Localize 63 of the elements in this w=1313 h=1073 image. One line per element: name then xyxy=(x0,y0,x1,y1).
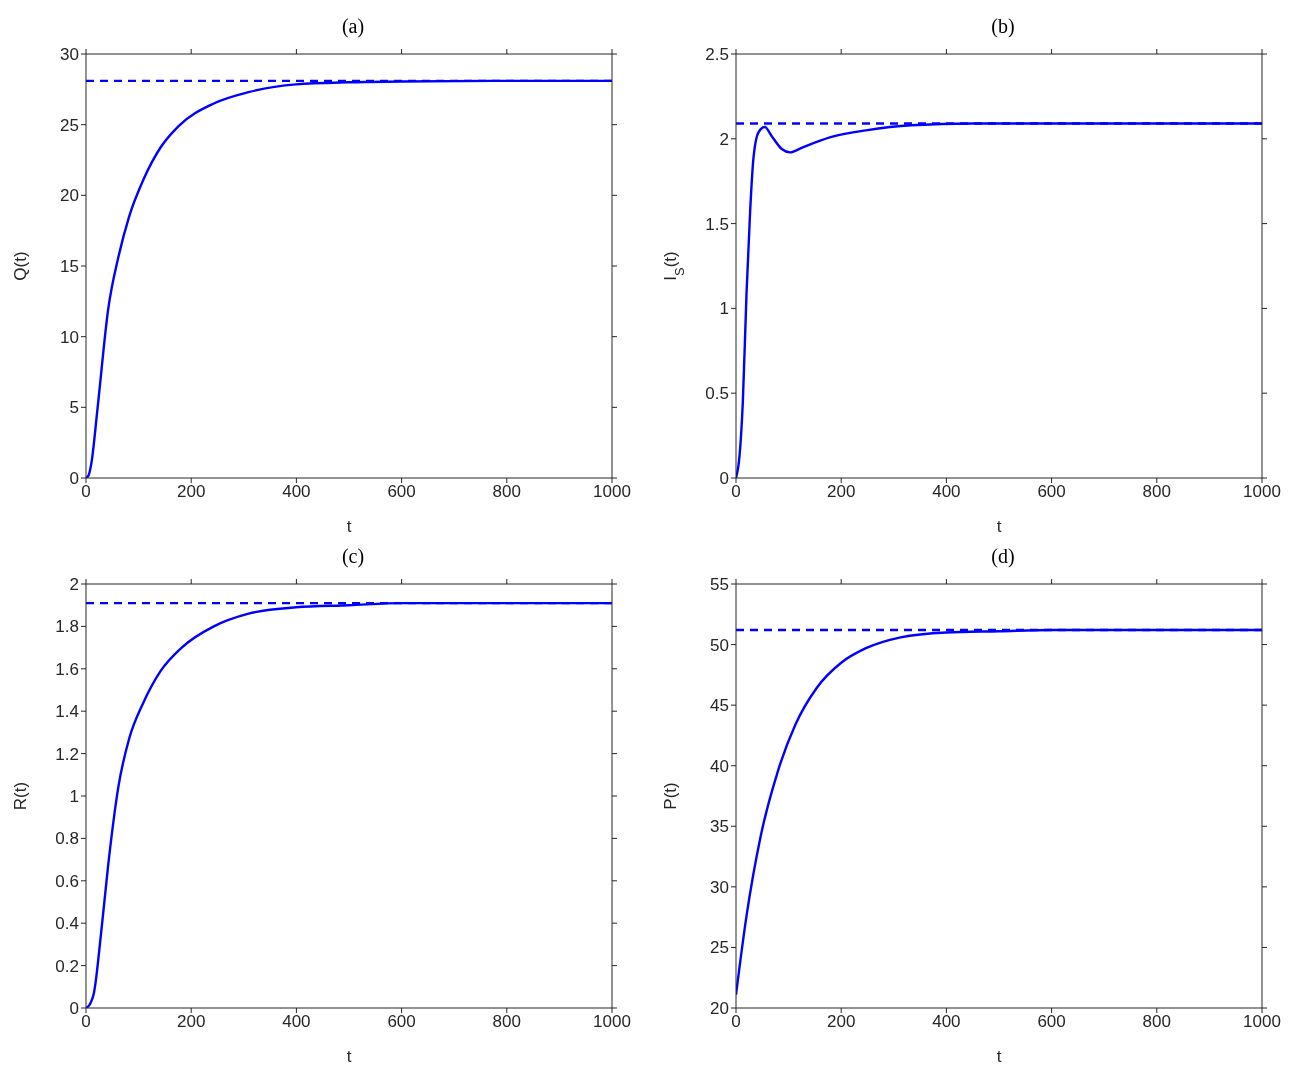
x-tick-label: 800 xyxy=(492,482,521,502)
x-tick-label: 200 xyxy=(827,1012,856,1032)
x-tick-label: 800 xyxy=(1142,1012,1171,1032)
x-tick-label: 400 xyxy=(282,1012,311,1032)
y-tick-label: 25 xyxy=(710,938,729,958)
y-tick-label: 0.5 xyxy=(705,384,729,404)
y-tick-label: 20 xyxy=(710,999,729,1019)
y-tick-label: 15 xyxy=(60,257,79,277)
chart-title: (c) xyxy=(340,544,366,570)
x-axis-title: t xyxy=(996,1047,1002,1066)
x-tick-label: 400 xyxy=(932,1012,961,1032)
x-tick-label: 1000 xyxy=(593,1012,631,1032)
x-tick-label: 600 xyxy=(387,1012,416,1032)
y-tick-label: 1.5 xyxy=(705,214,729,234)
y-tick-label: 0.4 xyxy=(55,914,79,934)
y-tick-label: 1.6 xyxy=(55,659,79,679)
x-tick-label: 1000 xyxy=(593,482,631,502)
y-axis-title: R(t) xyxy=(11,781,30,811)
y-tick-label: 5 xyxy=(69,398,79,418)
y-tick-label: 50 xyxy=(710,635,729,655)
y-tick-label: 1 xyxy=(719,299,729,319)
y-tick-label: 55 xyxy=(710,575,729,595)
y-tick-label: 1.2 xyxy=(55,744,79,764)
y-tick-label: 2 xyxy=(719,129,729,149)
y-tick-label: 30 xyxy=(60,45,79,65)
y-axis-title: P(t) xyxy=(661,782,680,810)
x-axis-title: t xyxy=(346,517,352,536)
y-axis-title: Q(t) xyxy=(11,251,30,281)
x-tick-label: 400 xyxy=(282,482,311,502)
x-tick-label: 800 xyxy=(492,1012,521,1032)
x-tick-label: 600 xyxy=(387,482,416,502)
x-tick-label: 800 xyxy=(1142,482,1171,502)
y-tick-label: 35 xyxy=(710,817,729,837)
x-axis-title: t xyxy=(996,517,1002,536)
y-tick-label: 0 xyxy=(69,469,79,489)
y-tick-label: 0 xyxy=(69,999,79,1019)
x-tick-label: 600 xyxy=(1037,1012,1066,1032)
chart-title: (a) xyxy=(340,14,366,40)
x-tick-label: 200 xyxy=(177,482,206,502)
y-tick-label: 10 xyxy=(60,327,79,347)
y-tick-label: 25 xyxy=(60,115,79,135)
x-tick-label: 200 xyxy=(827,482,856,502)
y-tick-label: 0 xyxy=(719,469,729,489)
chart-title: (b) xyxy=(990,14,1016,39)
x-tick-label: 1000 xyxy=(1243,482,1281,502)
y-tick-label: 2.5 xyxy=(705,45,729,65)
y-tick-label: 30 xyxy=(710,877,729,897)
y-tick-label: 0.2 xyxy=(55,956,79,976)
x-tick-label: 1000 xyxy=(1243,1012,1281,1032)
y-tick-label: 20 xyxy=(60,186,79,206)
y-tick-label: 2 xyxy=(69,575,79,595)
x-tick-label: 200 xyxy=(177,1012,206,1032)
y-tick-label: 1.4 xyxy=(55,702,79,722)
x-axis-title: t xyxy=(346,1047,352,1066)
y-tick-label: 40 xyxy=(710,756,729,776)
y-tick-label: 45 xyxy=(710,696,729,716)
y-tick-label: 1.8 xyxy=(55,617,79,637)
x-tick-label: 600 xyxy=(1037,482,1066,502)
y-tick-label: 0.8 xyxy=(55,829,79,849)
x-tick-label: 400 xyxy=(932,482,961,502)
y-tick-label: 1 xyxy=(69,787,79,807)
y-tick-label: 0.6 xyxy=(55,871,79,891)
chart-title: (d) xyxy=(990,544,1016,569)
